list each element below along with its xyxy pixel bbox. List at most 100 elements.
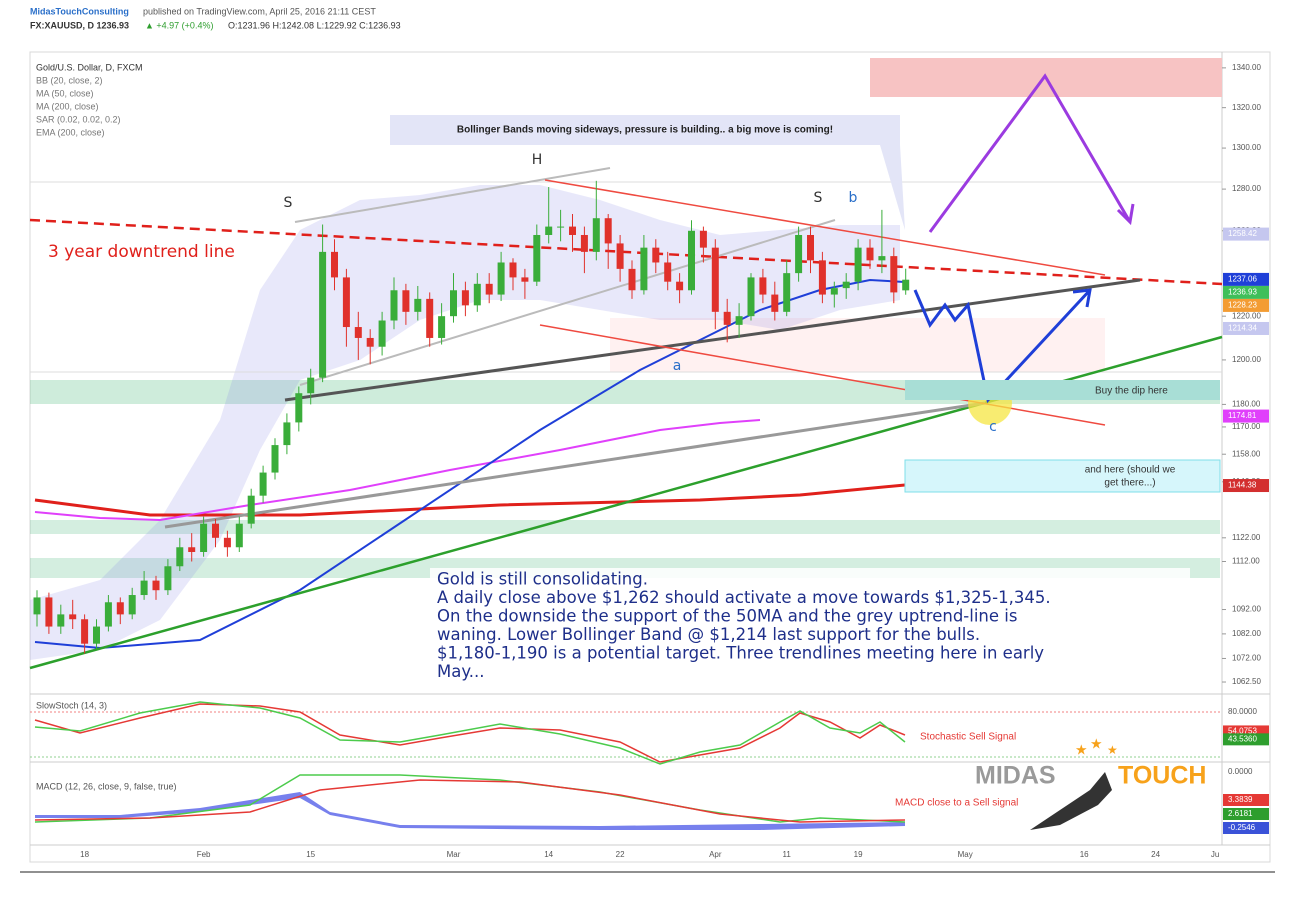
ema200 [34, 419, 761, 522]
candle-body [521, 277, 529, 282]
candle-body [164, 566, 172, 591]
x-tick-label: Mar [447, 850, 461, 859]
price-label-box [1223, 272, 1269, 286]
y-tick-label: 1340.00 [1232, 63, 1261, 72]
channel-line [294, 167, 611, 223]
pattern-label: S [284, 195, 293, 211]
price-label: 1237.06 [1228, 275, 1257, 284]
candle-body [188, 547, 196, 552]
candle-body [818, 260, 826, 295]
candle-body [307, 377, 315, 394]
candle-body [81, 619, 89, 644]
stoch-title: SlowStoch (14, 3) [36, 700, 107, 710]
price-label: 1236.93 [1228, 288, 1257, 297]
x-tick-label: 24 [1151, 850, 1160, 859]
x-tick-label: 11 [783, 850, 792, 859]
price-label-box [1223, 227, 1269, 241]
price-label: 1228.23 [1228, 301, 1257, 310]
candle-body [128, 595, 136, 615]
price-label: 1258.42 [1228, 229, 1257, 238]
summary-line: On the downside the support of the 50MA … [437, 607, 1017, 626]
macd-label: 3.3839 [1228, 795, 1253, 804]
candle-body [759, 277, 767, 295]
candle-body [545, 226, 553, 235]
candle-body [866, 247, 874, 261]
wave-label: a [673, 358, 682, 374]
ma200 [34, 483, 906, 517]
x-tick-label: Feb [197, 850, 211, 859]
price-label-box [1223, 285, 1269, 299]
candle-body [378, 320, 386, 347]
x-tick-label: 16 [1080, 850, 1089, 859]
candle-body [69, 614, 77, 620]
stoch-label: 0.0000 [1228, 767, 1253, 776]
candle-body [557, 226, 565, 228]
support-zone [30, 520, 1220, 534]
candle-body [902, 279, 910, 291]
summary-box [430, 568, 1190, 690]
candle-body [176, 547, 184, 567]
candle-body [104, 602, 112, 627]
legend-entry: MA (50, close) [36, 88, 94, 98]
summary-line: waning. Lower Bollinger Band @ $1,214 la… [437, 625, 980, 644]
y-tick-label: 1082.00 [1232, 629, 1261, 638]
candle-body [604, 218, 612, 244]
candle-body [509, 262, 517, 278]
candle-body [628, 268, 636, 291]
y-tick-label: 1158.00 [1232, 449, 1261, 458]
summary-line: Gold is still consolidating. [437, 570, 648, 589]
bollinger-note: Bollinger Bands moving sideways, pressur… [457, 125, 833, 136]
x-tick-label: 22 [616, 850, 625, 859]
brand-touch: TOUCH [1118, 762, 1206, 790]
and-here-box [904, 459, 1221, 493]
candle-body [830, 288, 838, 295]
pattern-label: H [532, 152, 543, 168]
candle-body [200, 523, 208, 552]
change: ▲ +4.97 (+0.4%) [145, 20, 213, 30]
candle-body [319, 251, 327, 378]
candle-body [283, 422, 291, 446]
summary: Gold is still consolidating.A daily clos… [437, 570, 1051, 682]
stoch-label-box [1223, 733, 1269, 746]
candle-body [497, 262, 505, 295]
y-tick-label: 1122.00 [1232, 533, 1261, 542]
stoch-label-box [1223, 766, 1269, 778]
candle-body [878, 256, 886, 261]
quote: O:1231.96 H:1242.08 L:1229.92 C:1236.93 [228, 20, 401, 30]
candle-body [426, 298, 434, 338]
downtrend-label: 3 year downtrend line [48, 242, 235, 262]
uptrend-line [284, 278, 1141, 402]
candle-body [45, 597, 53, 627]
x-tick-label: 14 [544, 850, 553, 859]
candle-body [664, 262, 672, 282]
candle-body [652, 247, 660, 263]
publisher: MidasTouchConsulting [30, 6, 129, 16]
brand-midas: MIDAS [975, 762, 1056, 790]
price-label: 1214.34 [1228, 324, 1257, 333]
candle-body [152, 580, 160, 591]
published: published on TradingView.com, April 25, … [143, 6, 376, 16]
frame [29, 51, 1271, 863]
macd-note: MACD close to a Sell signal [895, 798, 1018, 809]
candle-body [366, 337, 374, 347]
channel-line [299, 219, 836, 386]
legend-entry: Gold/U.S. Dollar, D, FXCM [36, 62, 143, 72]
y-tick-label: 1200.00 [1232, 355, 1261, 364]
and-here-label: and here (should we [1085, 465, 1176, 476]
candle-body [569, 226, 576, 235]
stoch-label-box [1223, 706, 1269, 718]
note-box [390, 115, 905, 230]
wave-label: b [849, 190, 858, 206]
candle-body [640, 247, 648, 291]
candle-body [259, 472, 267, 496]
macd-label: 2.6181 [1228, 809, 1253, 818]
legend: Gold/U.S. Dollar, D, FXCM BB (20, close, … [36, 62, 143, 137]
candle-body [223, 537, 231, 548]
price-label-box [1223, 409, 1269, 423]
candle-body [93, 626, 100, 644]
stoch-label: 43.5360 [1228, 734, 1257, 743]
candle-body [676, 281, 684, 291]
candle-body [390, 290, 398, 321]
brand-star: ★ [1090, 736, 1103, 752]
